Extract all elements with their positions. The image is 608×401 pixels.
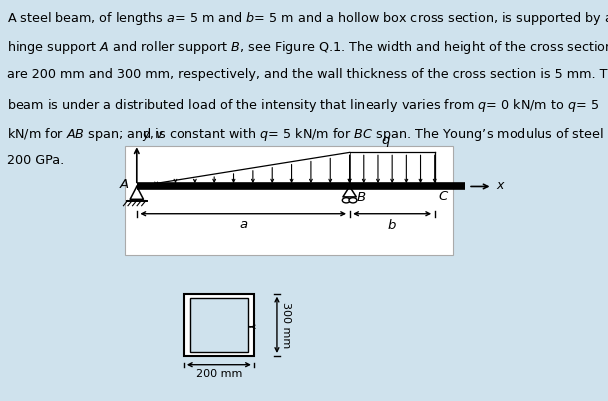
Bar (190, 298, 248, 352)
Text: 5 mm: 5 mm (215, 316, 245, 326)
Text: $y, v$: $y, v$ (142, 129, 164, 143)
Text: $a$: $a$ (238, 218, 248, 231)
Text: are 200 mm and 300 mm, respectively, and the wall thickness of the cross section: are 200 mm and 300 mm, respectively, and… (7, 68, 608, 81)
Text: kN/m for $AB$ span; and is constant with $q$= 5 kN/m for $BC$ span. The Young’s : kN/m for $AB$ span; and is constant with… (7, 126, 608, 142)
FancyBboxPatch shape (125, 146, 453, 255)
Bar (184, 294, 254, 356)
Circle shape (342, 198, 350, 203)
Text: A steel beam, of lengths $a$= 5 m and $b$= 5 m and a hollow box cross section, i: A steel beam, of lengths $a$= 5 m and $b… (7, 10, 608, 27)
Text: $b$: $b$ (387, 218, 397, 232)
Text: 300 mm: 300 mm (281, 302, 291, 348)
Text: $A$: $A$ (119, 178, 130, 191)
Text: beam is under a distributed load of the intensity that linearly varies from $q$=: beam is under a distributed load of the … (7, 97, 599, 113)
Circle shape (349, 198, 357, 203)
Text: $q$: $q$ (381, 135, 391, 149)
Text: $x$: $x$ (496, 179, 505, 192)
Text: 200 mm: 200 mm (196, 369, 242, 379)
Text: 200 GPa.: 200 GPa. (7, 154, 64, 167)
Text: $B$: $B$ (356, 191, 366, 204)
Text: hinge support $A$ and roller support $B$, see Figure Q.1. The width and height o: hinge support $A$ and roller support $B$… (7, 39, 608, 56)
Text: $C$: $C$ (438, 190, 449, 203)
